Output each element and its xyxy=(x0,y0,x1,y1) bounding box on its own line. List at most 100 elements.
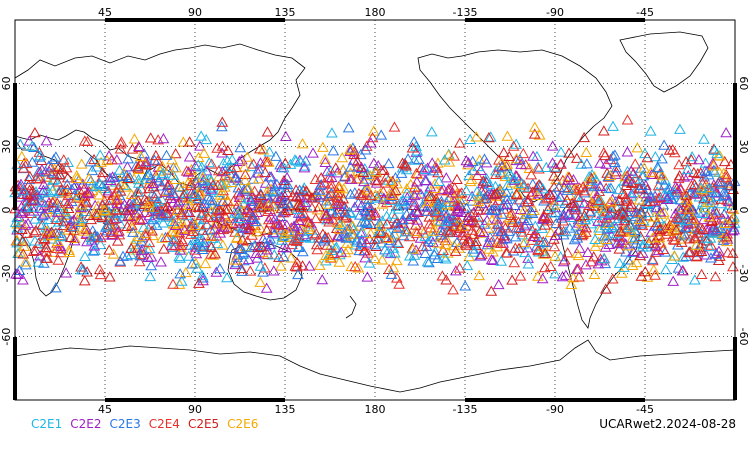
occultation-marker xyxy=(500,186,513,198)
occultation-marker xyxy=(667,233,680,245)
occultation-marker xyxy=(225,242,237,253)
occultation-marker xyxy=(17,274,29,285)
occultation-marker xyxy=(292,214,305,225)
top-longitude-labels: 45 90 135 180 -135 -90 -45 xyxy=(98,6,654,19)
occultation-marker xyxy=(561,247,574,258)
occultation-marker xyxy=(536,272,549,284)
occultation-marker xyxy=(107,248,120,259)
occultation-marker xyxy=(497,146,510,158)
occultation-marker xyxy=(408,154,421,165)
occultation-marker xyxy=(496,161,508,172)
occultation-marker xyxy=(483,178,496,190)
occultation-marker xyxy=(646,255,659,266)
occultation-marker xyxy=(435,210,448,221)
occultation-marker xyxy=(514,270,527,281)
occultation-marker xyxy=(254,276,267,287)
occultation-marker xyxy=(393,221,406,232)
occultation-marker xyxy=(55,247,67,258)
occultation-marker xyxy=(252,163,265,174)
occultation-marker xyxy=(277,251,290,262)
occultation-marker xyxy=(46,184,59,196)
occultation-marker xyxy=(499,170,512,182)
occultation-marker xyxy=(143,197,156,208)
occultation-marker xyxy=(264,217,277,228)
occultation-marker xyxy=(48,163,61,174)
occultation-marker xyxy=(221,155,234,166)
occultation-marker xyxy=(363,233,376,244)
occultation-marker xyxy=(397,199,410,210)
occultation-marker xyxy=(27,201,40,212)
occultation-marker xyxy=(48,153,60,165)
occultation-marker xyxy=(345,173,358,184)
occultation-marker xyxy=(307,147,319,158)
occultation-marker xyxy=(659,263,672,275)
occultation-marker xyxy=(531,270,544,281)
occultation-marker xyxy=(456,229,469,240)
occultation-marker xyxy=(534,235,547,246)
occultation-marker xyxy=(636,219,649,231)
occultation-marker xyxy=(680,189,693,201)
occultation-marker xyxy=(299,231,312,242)
occultation-marker xyxy=(332,198,345,209)
occultation-marker xyxy=(234,189,247,200)
occultation-marker xyxy=(198,197,211,209)
occultation-marker xyxy=(593,224,606,236)
occultation-marker xyxy=(485,253,498,265)
occultation-marker xyxy=(283,225,296,237)
occultation-marker xyxy=(444,226,456,237)
occultation-marker xyxy=(451,205,464,216)
occultation-marker xyxy=(196,207,209,218)
occultation-marker xyxy=(289,154,301,165)
occultation-marker xyxy=(557,215,569,226)
occultation-marker xyxy=(578,131,590,143)
occultation-marker xyxy=(45,168,58,179)
occultation-marker xyxy=(273,218,286,230)
occultation-marker xyxy=(723,180,736,191)
occultation-marker xyxy=(498,199,510,210)
occultation-marker xyxy=(512,216,525,227)
occultation-marker xyxy=(670,212,683,223)
occultation-marker xyxy=(88,207,101,218)
occultation-marker xyxy=(327,145,340,156)
occultation-marker xyxy=(83,186,96,197)
occultation-marker xyxy=(688,178,701,190)
occultation-marker xyxy=(81,266,93,277)
occultation-marker xyxy=(144,132,157,143)
occultation-marker xyxy=(370,192,383,203)
occultation-marker xyxy=(355,199,368,210)
occultation-marker xyxy=(269,213,281,224)
occultation-marker xyxy=(212,171,225,182)
latitude-tick-label: 30 xyxy=(0,140,13,154)
occultation-marker xyxy=(204,224,217,235)
occultation-marker xyxy=(166,225,179,237)
occultation-marker xyxy=(248,185,261,196)
occultation-marker xyxy=(570,183,583,194)
occultation-marker xyxy=(470,131,483,142)
occultation-marker xyxy=(196,243,209,254)
occultation-marker xyxy=(185,221,197,232)
occultation-marker xyxy=(548,170,560,181)
occultation-marker xyxy=(47,196,59,208)
occultation-marker xyxy=(22,179,35,190)
occultation-marker xyxy=(576,228,589,240)
occultation-marker xyxy=(728,224,741,235)
occultation-marker xyxy=(449,245,462,256)
occultation-marker xyxy=(613,257,626,268)
occultation-marker xyxy=(60,267,72,278)
occultation-marker xyxy=(222,144,234,156)
occultation-marker xyxy=(138,193,151,204)
occultation-marker xyxy=(233,243,246,254)
occultation-marker xyxy=(501,193,513,204)
occultation-marker xyxy=(85,175,97,186)
occultation-marker xyxy=(242,182,255,193)
occultation-marker xyxy=(672,172,685,184)
occultation-marker xyxy=(59,195,71,206)
occultation-marker xyxy=(57,154,70,165)
occultation-marker xyxy=(621,114,634,125)
occultation-marker xyxy=(358,175,370,187)
occultation-marker xyxy=(241,235,254,246)
occultation-marker xyxy=(73,215,86,226)
occultation-marker xyxy=(362,199,375,210)
occultation-marker xyxy=(549,229,562,241)
occultation-marker xyxy=(359,215,372,226)
